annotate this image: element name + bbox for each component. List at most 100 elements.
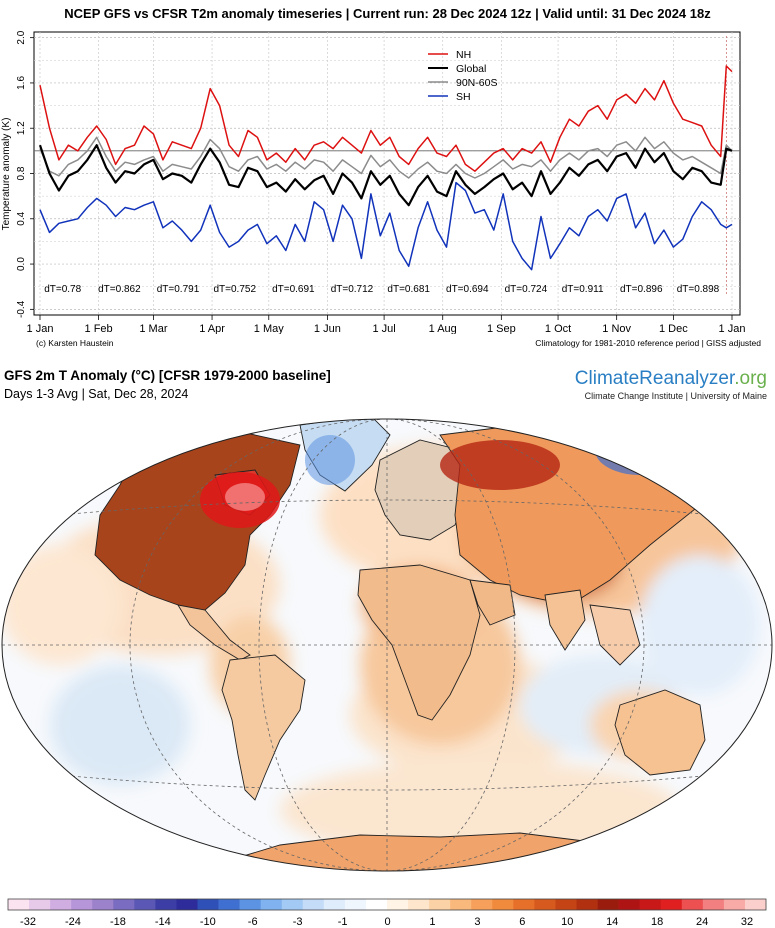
cold-spot-greenland	[305, 435, 355, 485]
colorbar-cell	[492, 899, 514, 910]
colorbar-label: 10	[561, 916, 573, 928]
colorbar-cell	[71, 899, 93, 910]
dt-annotation: dT=0.862	[98, 284, 141, 295]
series-line-global	[38, 144, 733, 207]
colorbar-label: 14	[606, 916, 618, 928]
colorbar-cell	[723, 899, 746, 910]
x-tick-label: 1 Aug	[429, 323, 457, 334]
brand-logo: ClimateReanalyzer.org	[575, 368, 767, 390]
colorbar-label: -14	[155, 916, 171, 928]
legend-label-sh: SH	[456, 91, 471, 103]
colorbar-label: 1	[429, 916, 435, 928]
colorbar-label: -32	[20, 916, 36, 928]
colorbar-label: -6	[248, 916, 258, 928]
colorbar-cell	[260, 899, 283, 910]
y-axis: -0.4 0.0 0.4 0.8 1.2 1.6 2.0	[16, 30, 34, 318]
dt-annotation: dT=0.896	[620, 284, 663, 295]
dt-annotation: dT=0.724	[505, 284, 548, 295]
arabia	[469, 579, 516, 626]
colorbar-cell	[134, 899, 156, 910]
x-tick-label: 1 Oct	[545, 323, 571, 334]
colorbar-cell	[323, 899, 346, 910]
colorbar-label: -1	[338, 916, 348, 928]
series-line-90n-60s	[39, 136, 733, 179]
anomaly-map	[1, 418, 773, 872]
colorbar-cell	[344, 899, 367, 910]
credit-right: Climatology for 1981-2010 reference peri…	[535, 338, 761, 348]
legend-label-nh: NH	[456, 49, 471, 61]
colorbar-cell	[408, 899, 430, 910]
colorbar-cell	[155, 899, 177, 910]
series-group	[38, 65, 733, 271]
graticule	[2, 419, 772, 871]
y-tick-label: 1.2	[16, 121, 27, 135]
colorbar-cell	[239, 899, 261, 910]
reference-line	[34, 36, 740, 295]
dt-annotation: dT=0.898	[677, 284, 720, 295]
colorbar-cell	[92, 899, 114, 910]
colorbar-cell	[365, 899, 388, 910]
colorbar-label: 6	[519, 916, 525, 928]
series-line-sh	[39, 181, 733, 271]
colorbar-cell	[450, 899, 472, 910]
colorbar-label: -18	[110, 916, 126, 928]
dt-annotation: dT=0.752	[213, 284, 256, 295]
dt-annotation: dT=0.791	[157, 284, 200, 295]
colorbar-label: 18	[651, 916, 663, 928]
colorbar: -32 -24 -18 -14 -10 -6 -3 -1 0 1 3 6 10 14 18 24 32	[7, 898, 767, 928]
dt-annotation: dT=0.911	[562, 284, 604, 295]
credit-left: (c) Karsten Haustein	[36, 338, 114, 348]
brand-org: .org	[734, 368, 767, 389]
colorbar-cell	[218, 899, 240, 910]
x-tick-label: 1 Sep	[487, 323, 516, 334]
australia	[614, 689, 706, 776]
y-tick-label: -0.4	[16, 300, 27, 318]
globe-outline	[1, 418, 773, 872]
colorbar-label: 3	[474, 916, 480, 928]
colorbar-cell	[681, 899, 704, 910]
x-tick-label: 1 Nov	[602, 323, 631, 334]
x-tick-label: 1 Jun	[314, 323, 341, 334]
dt-annotation: dT=0.78	[44, 284, 81, 295]
colorbar-cell	[50, 899, 72, 910]
colorbar-cell	[302, 899, 325, 910]
map-title: GFS 2m T Anomaly (°C) [CFSR 1979-2000 ba…	[4, 368, 331, 383]
map-subtitle: Days 1-3 Avg | Sat, Dec 28, 2024	[4, 387, 189, 401]
colorbar-cell	[176, 899, 198, 910]
southeast-asia	[589, 604, 641, 666]
colorbar-cell	[702, 899, 725, 910]
brand-subtitle: Climate Change Institute | University of…	[584, 391, 767, 401]
timeseries-chart: dT=0.78 dT=0.862 dT=0.791 dT=0.752 dT=0.691 d…	[1, 30, 745, 334]
colorbar-cell	[618, 899, 640, 910]
colorbar-label: 0	[384, 916, 390, 928]
colorbar-label: -10	[200, 916, 216, 928]
colorbar-cell	[429, 899, 451, 910]
colorbar-label: 32	[741, 916, 753, 928]
new-zealand	[714, 755, 736, 791]
globe	[2, 419, 772, 871]
hotspot-canada-core	[225, 483, 265, 511]
x-tick-label: 1 Jul	[372, 323, 395, 334]
x-tick-label: 1 Dec	[659, 323, 688, 334]
y-tick-label: 0.4	[16, 211, 27, 225]
legend: NH Global 90N-60S SH	[428, 49, 497, 103]
x-tick-label: 1 Mar	[139, 323, 167, 334]
dt-annotations: dT=0.78 dT=0.862 dT=0.791 dT=0.752 dT=0.691 d…	[44, 284, 719, 295]
series-line-nh	[39, 65, 733, 172]
colorbar-cell	[555, 899, 577, 910]
y-axis-label: Temperature anomaly (K)	[1, 118, 12, 231]
colorbar-label: 24	[696, 916, 708, 928]
x-axis: 1 Jan 1 Feb 1 Mar 1 Apr 1 May 1 Jun 1 Jul 1 Aug…	[27, 315, 745, 334]
colorbar-cell	[8, 899, 30, 910]
colorbar-cell	[471, 899, 493, 910]
dt-annotation: dT=0.681	[387, 284, 430, 295]
colorbar-cell	[639, 899, 662, 910]
y-tick-label: 1.6	[16, 76, 27, 90]
timeseries-title: NCEP GFS vs CFSR T2m anomaly timeseries …	[64, 6, 711, 21]
colorbar-cell	[744, 899, 767, 910]
x-tick-label: 1 Jan	[27, 323, 54, 334]
colorbar-label: -24	[65, 916, 81, 928]
colorbar-cells	[8, 899, 767, 910]
legend-label-global: Global	[456, 63, 486, 75]
dt-annotation: dT=0.694	[446, 284, 489, 295]
